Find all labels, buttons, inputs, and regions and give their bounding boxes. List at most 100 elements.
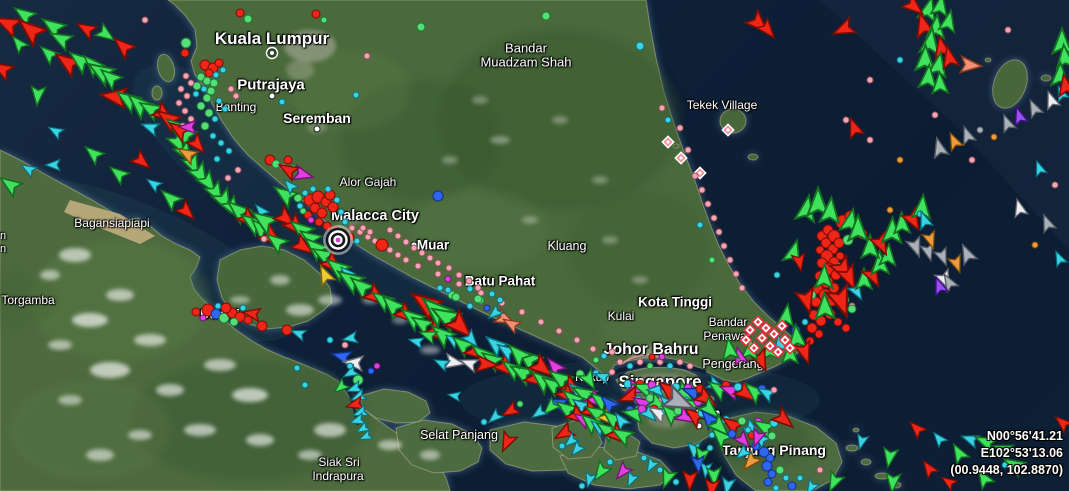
- vessel-marker[interactable]: [582, 400, 611, 427]
- vessel-marker[interactable]: [589, 458, 614, 485]
- vessel-marker[interactable]: [81, 141, 107, 167]
- vessel-marker[interactable]: [906, 418, 929, 441]
- vessel-dot[interactable]: [311, 9, 321, 19]
- vessel-marker[interactable]: [704, 477, 722, 491]
- vessel-dot[interactable]: [187, 79, 195, 87]
- vessel-dot[interactable]: [309, 185, 317, 193]
- vessel-marker[interactable]: [813, 262, 835, 290]
- vessel-dot[interactable]: [414, 262, 422, 270]
- vessel-marker[interactable]: [754, 16, 779, 43]
- vessel-marker[interactable]: [939, 473, 959, 491]
- vessel-dot[interactable]: [664, 116, 672, 124]
- vessel-dot[interactable]: [770, 386, 778, 394]
- vessel-dot[interactable]: [726, 256, 734, 264]
- vessel-marker[interactable]: [106, 162, 132, 187]
- vessel-dot[interactable]: [271, 159, 281, 169]
- vessel-dot[interactable]: [445, 264, 453, 272]
- vessel-dot[interactable]: [686, 362, 694, 370]
- vessel-marker[interactable]: [354, 420, 372, 437]
- vessel-marker[interactable]: [459, 327, 482, 351]
- vessel-marker[interactable]: [43, 158, 62, 172]
- vessel-dot[interactable]: [444, 275, 452, 283]
- vessel-dot[interactable]: [676, 124, 684, 132]
- vessel-dot[interactable]: [206, 86, 216, 96]
- vessel-dot[interactable]: [191, 307, 201, 317]
- vessel-marker[interactable]: [792, 338, 816, 366]
- vessel-marker[interactable]: [1042, 89, 1062, 112]
- vessel-dot[interactable]: [426, 254, 434, 262]
- vessel-marker[interactable]: [432, 355, 452, 373]
- vessel-dot[interactable]: [432, 190, 444, 202]
- vessel-marker[interactable]: [503, 339, 535, 371]
- vessel-marker[interactable]: [492, 306, 517, 330]
- vessel-marker[interactable]: [830, 15, 858, 41]
- vessel-dot[interactable]: [386, 246, 394, 254]
- vessel-marker[interactable]: [139, 118, 162, 138]
- vessel-marker[interactable]: [544, 364, 576, 394]
- vessel-dot[interactable]: [626, 362, 634, 370]
- vessel-marker[interactable]: [458, 354, 481, 374]
- vessel-dot[interactable]: [260, 235, 268, 243]
- vessel-marker[interactable]: [645, 382, 665, 398]
- vessel-marker[interactable]: [156, 185, 185, 213]
- vessel-dot[interactable]: [666, 362, 674, 370]
- vessel-dot[interactable]: [301, 381, 309, 389]
- vessel-marker[interactable]: [567, 439, 587, 459]
- vessel-dot[interactable]: [341, 341, 349, 349]
- vessel-marker[interactable]: [608, 422, 637, 449]
- station-marker[interactable]: [674, 151, 688, 165]
- vessel-dot[interactable]: [217, 139, 225, 147]
- vessel-dot[interactable]: [204, 108, 214, 118]
- vessel-marker[interactable]: [659, 382, 698, 419]
- vessel-dot[interactable]: [200, 121, 210, 131]
- vessel-marker[interactable]: [834, 261, 863, 292]
- vessel-dot[interactable]: [896, 156, 904, 164]
- vessel-marker[interactable]: [918, 457, 941, 481]
- vessel-dot[interactable]: [658, 353, 666, 361]
- vessel-dot[interactable]: [307, 216, 315, 224]
- vessel-marker[interactable]: [280, 176, 300, 196]
- vessel-dot[interactable]: [243, 315, 253, 325]
- vessel-dot[interactable]: [213, 155, 221, 163]
- vessel-dot[interactable]: [480, 418, 488, 426]
- vessel-marker[interactable]: [540, 395, 563, 419]
- vessel-marker[interactable]: [351, 403, 371, 421]
- vessel-dot[interactable]: [931, 111, 939, 119]
- vessel-marker[interactable]: [939, 44, 962, 71]
- vessel-marker[interactable]: [944, 130, 965, 153]
- station-marker[interactable]: [747, 341, 761, 355]
- vessel-dot[interactable]: [473, 294, 483, 304]
- vessel-marker[interactable]: [446, 390, 463, 403]
- vessel-marker[interactable]: [417, 326, 440, 346]
- vessel-marker[interactable]: [314, 263, 338, 288]
- vessel-marker[interactable]: [681, 469, 699, 491]
- vessel-dot[interactable]: [606, 458, 614, 466]
- vessel-marker[interactable]: [223, 195, 254, 227]
- vessel-marker[interactable]: [448, 331, 477, 359]
- vessel-marker[interactable]: [551, 420, 577, 445]
- vessel-marker[interactable]: [854, 265, 874, 291]
- vessel-marker[interactable]: [720, 335, 741, 362]
- vessel-marker[interactable]: [880, 214, 904, 245]
- vessel-marker[interactable]: [802, 477, 821, 491]
- vessel-dot[interactable]: [608, 368, 616, 376]
- vessel-dot[interactable]: [833, 317, 843, 327]
- vessel-dot[interactable]: [182, 72, 190, 80]
- vessel-marker[interactable]: [623, 469, 641, 489]
- vessel-marker[interactable]: [657, 465, 679, 491]
- vessel-dot[interactable]: [466, 285, 474, 293]
- vessel-dot[interactable]: [367, 367, 375, 375]
- vessel-marker[interactable]: [859, 232, 881, 260]
- vessel-dot[interactable]: [704, 200, 712, 208]
- vessel-marker[interactable]: [885, 471, 903, 491]
- vessel-marker[interactable]: [998, 112, 1018, 135]
- vessel-dot[interactable]: [782, 474, 790, 482]
- vessel-dot[interactable]: [209, 132, 217, 140]
- vessel-dot[interactable]: [698, 186, 706, 194]
- vessel-dot[interactable]: [761, 460, 773, 472]
- vessel-marker[interactable]: [915, 209, 935, 232]
- vessel-marker[interactable]: [733, 443, 753, 463]
- vessel-marker[interactable]: [823, 282, 857, 320]
- vessel-dot[interactable]: [337, 208, 345, 216]
- vessel-dot[interactable]: [353, 237, 361, 245]
